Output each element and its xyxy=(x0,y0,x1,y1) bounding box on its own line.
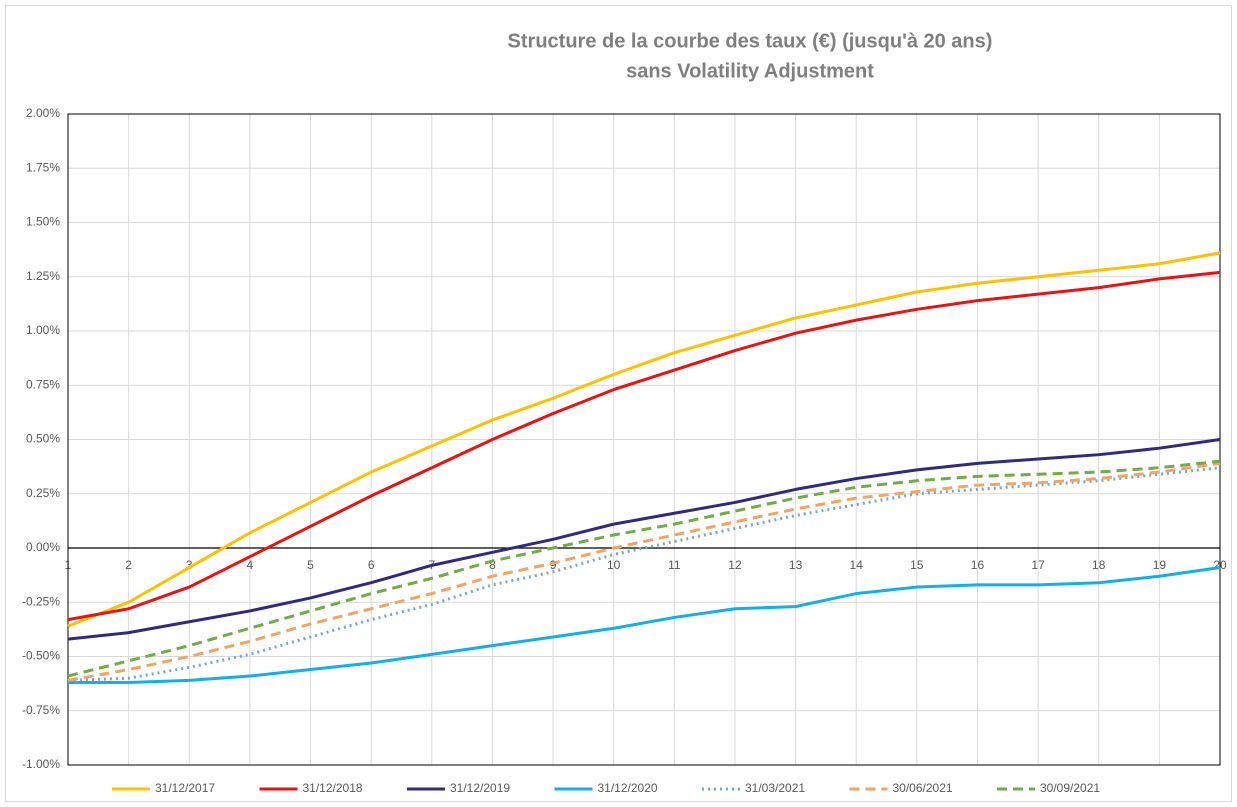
x-tick-label: 14 xyxy=(850,558,864,572)
y-tick-label: -0.25% xyxy=(22,594,60,608)
legend-label: 31/03/2021 xyxy=(745,781,805,795)
series-line xyxy=(67,459,1221,678)
legend-label: 30/06/2021 xyxy=(893,781,953,795)
y-tick-label: 2.00% xyxy=(26,106,60,120)
x-tick-label: 5 xyxy=(307,558,314,572)
x-tick-label: 12 xyxy=(728,558,742,572)
x-tick-label: 10 xyxy=(607,558,621,572)
x-tick-label: 6 xyxy=(368,558,375,572)
legend-label: 31/12/2020 xyxy=(598,781,658,795)
legend-label: 30/09/2021 xyxy=(1040,781,1100,795)
series-line xyxy=(67,461,1221,682)
y-tick-label: 1.25% xyxy=(26,269,60,283)
series-line xyxy=(67,438,1221,641)
chart-title: Structure de la courbe des taux (€) (jus… xyxy=(508,30,993,52)
y-tick-label: 0.75% xyxy=(26,377,60,391)
y-tick-label: 1.75% xyxy=(26,160,60,174)
y-tick-label: -1.00% xyxy=(22,757,60,771)
x-tick-label: 4 xyxy=(247,558,254,572)
x-tick-label: 15 xyxy=(910,558,924,572)
y-tick-label: 0.25% xyxy=(26,486,60,500)
y-tick-label: 0.50% xyxy=(26,432,60,446)
x-tick-label: 13 xyxy=(789,558,803,572)
y-tick-label: -0.75% xyxy=(22,703,60,717)
y-tick-label: -0.50% xyxy=(22,649,60,663)
x-tick-label: 18 xyxy=(1092,558,1106,572)
legend-label: 31/12/2018 xyxy=(303,781,363,795)
x-tick-label: 8 xyxy=(489,558,496,572)
series-line xyxy=(67,270,1221,622)
x-tick-label: 3 xyxy=(186,558,193,572)
y-tick-label: 1.50% xyxy=(26,215,60,229)
chart-subtitle: sans Volatility Adjustment xyxy=(626,60,874,82)
x-tick-label: 16 xyxy=(971,558,985,572)
legend-label: 31/12/2019 xyxy=(450,781,510,795)
series-line xyxy=(67,251,1221,628)
x-tick-label: 11 xyxy=(668,558,681,572)
y-tick-label: 0.00% xyxy=(26,540,60,554)
legend-label: 31/12/2017 xyxy=(155,781,215,795)
x-tick-label: 19 xyxy=(1153,558,1167,572)
y-tick-label: 1.00% xyxy=(26,323,60,337)
x-tick-label: 17 xyxy=(1031,558,1045,572)
chart-border xyxy=(5,5,1232,802)
x-tick-label: 2 xyxy=(125,558,132,572)
x-tick-label: 9 xyxy=(550,558,557,572)
series-line xyxy=(68,566,1221,685)
